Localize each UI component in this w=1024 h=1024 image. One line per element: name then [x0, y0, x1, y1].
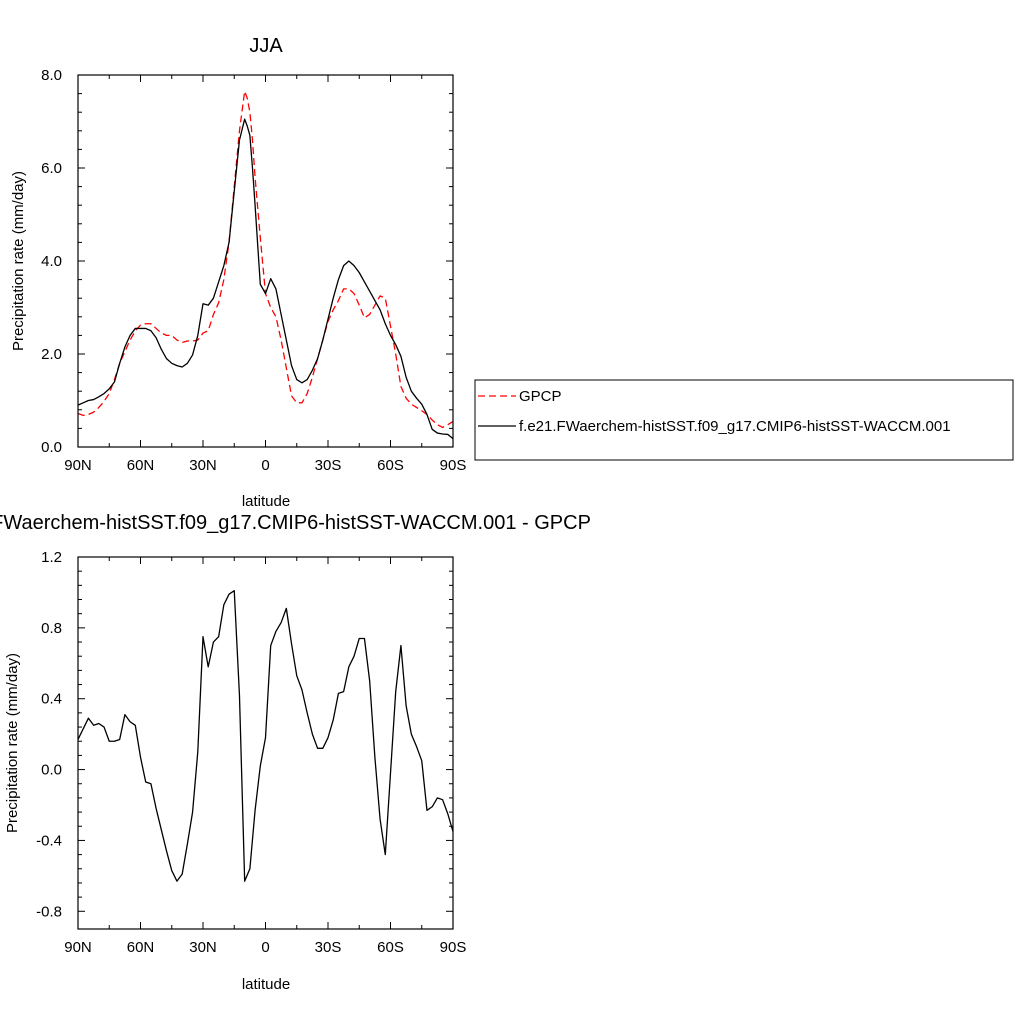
- bottom-chart-plot-frame: [77, 556, 454, 930]
- top-chart-y-tick-label: 8.0: [41, 67, 62, 84]
- top-chart-plot-frame: [77, 74, 454, 448]
- legend-label-model: f.e21.FWaerchem-histSST.f09_g17.CMIP6-hi…: [519, 418, 951, 435]
- top-chart-x-tick-label: 0: [261, 457, 269, 474]
- top-chart-legend: GPCP f.e21.FWaerchem-histSST.f09_g17.CMI…: [474, 379, 1014, 461]
- bottom-chart-y-tick-label: 0.8: [41, 620, 62, 637]
- bottom-chart-y-tick-label: -0.4: [36, 832, 62, 849]
- bottom-chart-title: f.e21.FWaerchem-histSST.f09_g17.CMIP6-hi…: [0, 512, 591, 534]
- top-chart-y-axis-label: Precipitation rate (mm/day): [10, 171, 27, 351]
- top-chart-series-line-gpcp: [77, 90, 454, 429]
- top-chart-x-tick-label: 30N: [189, 457, 217, 474]
- top-chart-x-tick-label: 30S: [315, 457, 342, 474]
- bottom-chart-x-tick-label: 30N: [189, 939, 217, 956]
- bottom-chart-y-tick-label: -0.8: [36, 903, 62, 920]
- top-chart-x-axis-label: latitude: [242, 493, 290, 510]
- top-chart-y-tick-label: 2.0: [41, 346, 62, 363]
- top-chart-title: JJA: [249, 35, 283, 57]
- bottom-chart-y-tick-label: 0.0: [41, 762, 62, 779]
- legend-label-gpcp: GPCP: [519, 388, 562, 405]
- bottom-chart-x-tick-label: 60S: [377, 939, 404, 956]
- bottom-chart-x-tick-label: 90S: [440, 939, 467, 956]
- bottom-chart-x-tick-label: 90N: [64, 939, 92, 956]
- top-chart-series-line-f-e21-fwaerchem-histsst-f09-g17-cmip6-histsst-waccm-001: [77, 118, 454, 440]
- top-chart-grid-ticks: 90N 60N 30N 0 30S 60S 90S 0.0 2.0 4.0 6.0 8.0: [41, 67, 466, 474]
- top-chart-series: [77, 90, 454, 440]
- bottom-chart-x-tick-label: 0: [261, 939, 269, 956]
- bottom-chart-grid-ticks: 90N 60N 30N 0 30S 60S 90S -0.8 -0.4 0.0 0.4 0.8 1.2: [36, 549, 466, 956]
- top-chart-x-tick-label: 90N: [64, 457, 92, 474]
- legend-box: [474, 379, 1014, 461]
- bottom-chart-series-line-difference: [77, 590, 454, 882]
- bottom-chart-y-tick-label: 1.2: [41, 549, 62, 566]
- top-chart-panel: 90N 60N 30N 0 30S 60S 90S 0.0 2.0 4.0 6.0 8.0 JJA l…: [10, 35, 466, 510]
- bottom-chart-series: [77, 590, 454, 882]
- top-chart-x-tick-label: 60N: [127, 457, 155, 474]
- top-chart-x-tick-label: 60S: [377, 457, 404, 474]
- bottom-chart-x-tick-label: 30S: [315, 939, 342, 956]
- top-chart-y-tick-label: 4.0: [41, 253, 62, 270]
- bottom-chart-y-tick-label: 0.4: [41, 691, 62, 708]
- bottom-chart-panel: 90N 60N 30N 0 30S 60S 90S-0.8-0.40.00.40.81.2 …: [0, 512, 591, 993]
- bottom-chart-x-tick-label: 60N: [127, 939, 155, 956]
- top-chart-y-tick-label: 6.0: [41, 160, 62, 177]
- top-chart-x-tick-label: 90S: [440, 457, 467, 474]
- bottom-chart-y-axis-label: Precipitation rate (mm/day): [4, 653, 21, 833]
- top-chart-y-tick-label: 0.0: [41, 439, 62, 456]
- bottom-chart-x-axis-label: latitude: [242, 976, 290, 993]
